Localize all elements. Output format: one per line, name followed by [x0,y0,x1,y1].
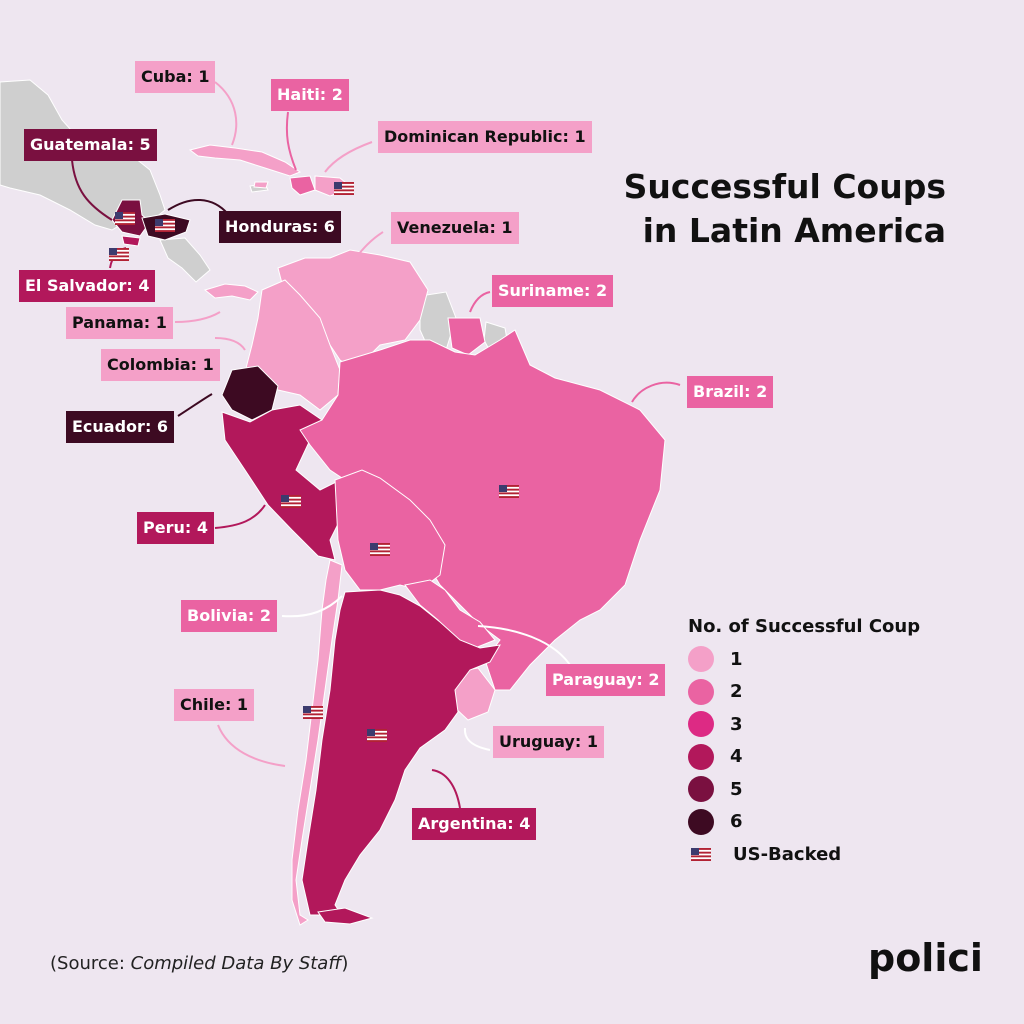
legend-item-3: 3 [688,708,920,741]
legend-item-2: 2 [688,676,920,709]
arrow-honduras [167,198,229,215]
legend-swatch-2 [688,678,714,705]
arrow-suriname [469,291,491,313]
country-el-salvador [121,235,141,247]
legend-value-1: 1 [730,648,743,670]
us-flag-icon-guatemala [115,212,135,225]
us-flag-icon-peru [281,495,301,508]
label-cuba: Cuba: 1 [135,61,216,93]
us-flag-icon-brazil [499,485,519,498]
legend-swatch-3 [688,711,714,738]
legend: No. of Successful Coup 1 2 3 4 5 6 [688,616,920,871]
arrow-colombia [214,337,246,351]
country-argentina [301,589,501,921]
label-ecuador: Ecuador: 6 [66,411,175,443]
label-venezuela: Venezuela: 1 [391,212,519,244]
arrow-haiti [285,111,297,171]
arrow-ecuador [177,393,213,417]
legend-item-6: 6 [688,806,920,839]
legend-swatch-5 [688,776,714,803]
legend-item-5: 5 [688,773,920,806]
source-text: Compiled Data By Staff [130,953,342,974]
title-line-2: in Latin America [642,211,946,250]
country-haiti [289,175,316,196]
us-flag-icon-honduras [155,219,175,232]
us-flag-icon-chile [303,706,323,719]
map-title: Successful Coups in Latin America [600,165,946,253]
brand-logo: polici [868,936,983,980]
country-chile [291,559,343,926]
label-uruguay: Uruguay: 1 [493,726,604,758]
label-bolivia: Bolivia: 2 [181,600,277,632]
legend-swatch-4 [688,743,714,770]
arrow-brazil [631,381,681,403]
arrow-dominican-republic [324,141,373,173]
arrow-chile [217,724,286,767]
callout-arrows [71,81,681,809]
label-haiti: Haiti: 2 [271,79,349,111]
label-paraguay: Paraguay: 2 [546,664,666,696]
legend-title: No. of Successful Coup [688,616,921,637]
label-chile: Chile: 1 [174,689,255,721]
legend-us-backed-label: US-Backed [733,843,842,865]
label-honduras: Honduras: 6 [219,211,341,243]
us-flag-icon-bolivia [370,543,390,556]
central-america-land [159,237,211,283]
source-prefix: (Source: [50,953,131,974]
label-brazil: Brazil: 2 [687,376,774,408]
arrow-panama [174,311,221,323]
label-panama: Panama: 1 [66,307,173,339]
label-peru: Peru: 4 [137,512,214,544]
arrow-peru [214,504,266,529]
legend-value-5: 5 [730,778,743,800]
us-flag-icon-el-salvador [109,248,129,261]
source-note: (Source: Compiled Data By Staff) [50,953,348,974]
country-jamaica [253,181,269,189]
us-flag-icon-argentina [367,729,387,742]
legend-swatch-6 [688,808,714,835]
us-flag-icon [691,847,711,861]
label-el-salvador: El Salvador: 4 [19,270,156,302]
label-colombia: Colombia: 1 [101,349,220,381]
arrow-guatemala [71,159,113,221]
legend-value-6: 6 [730,811,743,833]
legend-value-2: 2 [730,681,743,703]
arrow-uruguay [463,727,491,751]
legend-swatch-1 [688,646,714,673]
arrow-argentina [431,769,461,809]
label-argentina: Argentina: 4 [412,808,537,840]
tierra-del-fuego [317,907,374,925]
country-cuba [188,144,302,177]
legend-item-us-backed: US-Backed [688,838,920,871]
arrow-bolivia [281,595,343,618]
source-suffix: ) [341,953,349,974]
us-flag-icon-dominican-republic [334,182,354,195]
arrow-cuba [214,81,238,146]
label-dominican-republic: Dominican Republic: 1 [378,121,592,153]
arrow-paraguay [477,625,573,669]
legend-item-4: 4 [688,741,920,774]
title-line-1: Successful Coups [623,167,946,206]
us-backed-flags [109,182,519,742]
legend-item-1: 1 [688,643,920,676]
legend-value-3: 3 [730,713,743,735]
label-suriname: Suriname: 2 [492,275,614,307]
country-panama [203,283,259,301]
country-suriname [447,317,486,356]
legend-value-4: 4 [730,746,743,768]
label-guatemala: Guatemala: 5 [24,129,157,161]
arrow-venezuela [351,231,384,263]
